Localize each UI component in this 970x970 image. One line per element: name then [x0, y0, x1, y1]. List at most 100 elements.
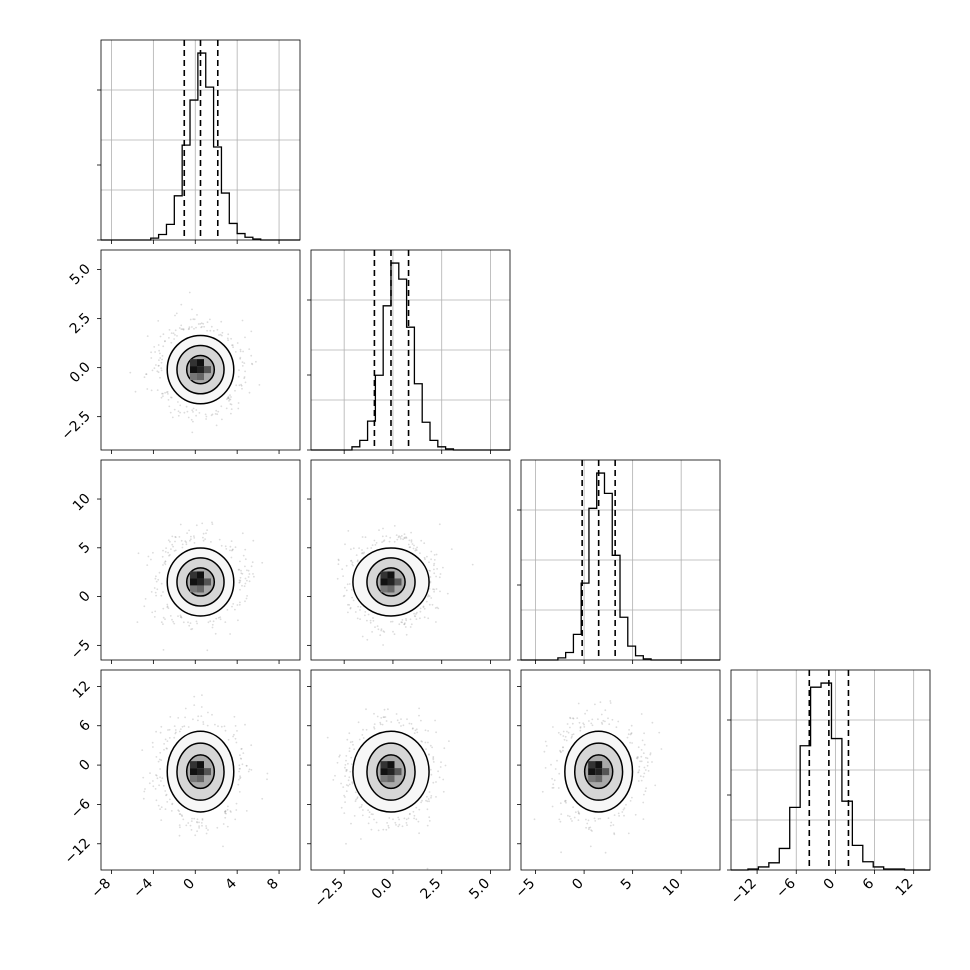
scatter-point: [160, 361, 163, 364]
scatter-point: [345, 842, 347, 845]
scatter-point: [230, 540, 233, 542]
scatter-point: [230, 396, 232, 398]
scatter-point: [172, 620, 175, 623]
scatter-point: [209, 620, 212, 623]
scatter-points: [136, 521, 264, 652]
scatter-point: [594, 703, 596, 706]
scatter-point: [169, 716, 172, 718]
scatter-point: [438, 776, 441, 779]
scatter-point: [172, 545, 175, 548]
density-panel-2-0: [97, 459, 301, 664]
scatter-point: [258, 384, 261, 386]
scatter-point: [647, 770, 650, 772]
scatter-point: [167, 551, 170, 554]
scatter-point: [182, 818, 185, 821]
scatter-point: [569, 717, 572, 720]
scatter-point: [572, 806, 574, 809]
scatter-point: [434, 607, 437, 609]
scatter-point: [646, 764, 649, 767]
scatter-point: [167, 729, 169, 731]
scatter-point: [593, 817, 596, 820]
scatter-point: [157, 804, 160, 807]
density-pixel: [204, 578, 211, 586]
scatter-point: [353, 748, 355, 751]
scatter-point: [174, 732, 177, 735]
scatter-point: [574, 811, 577, 814]
scatter-point: [350, 548, 352, 551]
scatter-point: [433, 554, 436, 556]
scatter-point: [430, 550, 433, 553]
scatter-point: [162, 607, 165, 610]
scatter-point: [613, 814, 616, 816]
scatter-point: [169, 540, 171, 543]
scatter-point: [210, 414, 213, 417]
scatter-point: [194, 834, 197, 837]
scatter-point: [152, 785, 155, 788]
scatter-point: [559, 820, 562, 823]
scatter-point: [199, 323, 202, 325]
scatter-point: [238, 581, 241, 584]
scatter-point: [179, 523, 182, 526]
scatter-point: [437, 607, 440, 610]
scatter-point: [416, 611, 418, 614]
scatter-point: [425, 799, 427, 802]
scatter-point: [337, 563, 340, 566]
density-pixel: [190, 761, 197, 769]
scatter-point: [166, 603, 169, 606]
scatter-point: [157, 344, 160, 346]
scatter-point: [352, 547, 355, 550]
scatter-point: [643, 732, 645, 735]
scatter-point: [241, 532, 244, 535]
density-pixel: [394, 578, 402, 586]
scatter-point: [202, 532, 205, 535]
scatter-point: [137, 552, 140, 555]
scatter-point: [191, 628, 194, 630]
scatter-point: [155, 774, 158, 777]
scatter-point: [169, 411, 172, 414]
scatter-point: [155, 799, 158, 802]
scatter-point: [403, 533, 406, 535]
scatter-point: [432, 757, 435, 759]
scatter-point: [551, 777, 553, 780]
scatter-point: [214, 632, 217, 635]
scatter-point: [412, 810, 415, 813]
scatter-point: [410, 531, 412, 534]
scatter-point: [585, 826, 587, 829]
scatter-point: [197, 323, 200, 325]
scatter-point: [373, 727, 376, 730]
scatter-point: [205, 418, 208, 420]
scatter-point: [189, 622, 192, 624]
scatter-point: [190, 538, 192, 541]
scatter-point: [615, 726, 618, 729]
scatter-point: [637, 780, 640, 782]
scatter-point: [344, 796, 346, 798]
scatter-point: [408, 539, 411, 542]
scatter-point: [244, 600, 246, 603]
scatter-point: [365, 708, 367, 711]
scatter-point: [245, 764, 248, 767]
scatter-point: [203, 325, 206, 328]
scatter-point: [250, 354, 253, 357]
scatter-point: [345, 770, 348, 773]
scatter-point: [136, 621, 139, 623]
scatter-point: [180, 615, 182, 618]
scatter-point: [364, 614, 366, 617]
scatter-point: [433, 568, 435, 571]
scatter-point: [557, 787, 560, 789]
scatter-point: [409, 812, 411, 815]
scatter-point: [638, 769, 641, 771]
scatter-point: [387, 708, 389, 711]
scatter-point: [229, 403, 232, 405]
scatter-point: [356, 617, 359, 620]
scatter-point: [247, 569, 250, 572]
scatter-point: [185, 541, 188, 544]
scatter-point: [551, 805, 554, 808]
scatter-point: [144, 788, 146, 790]
panel-frame: [520, 669, 721, 871]
scatter-point: [423, 616, 426, 619]
scatter-point: [359, 606, 362, 608]
scatter-point: [221, 331, 224, 334]
scatter-point: [145, 373, 148, 376]
scatter-point: [396, 538, 399, 541]
scatter-point: [236, 342, 239, 344]
